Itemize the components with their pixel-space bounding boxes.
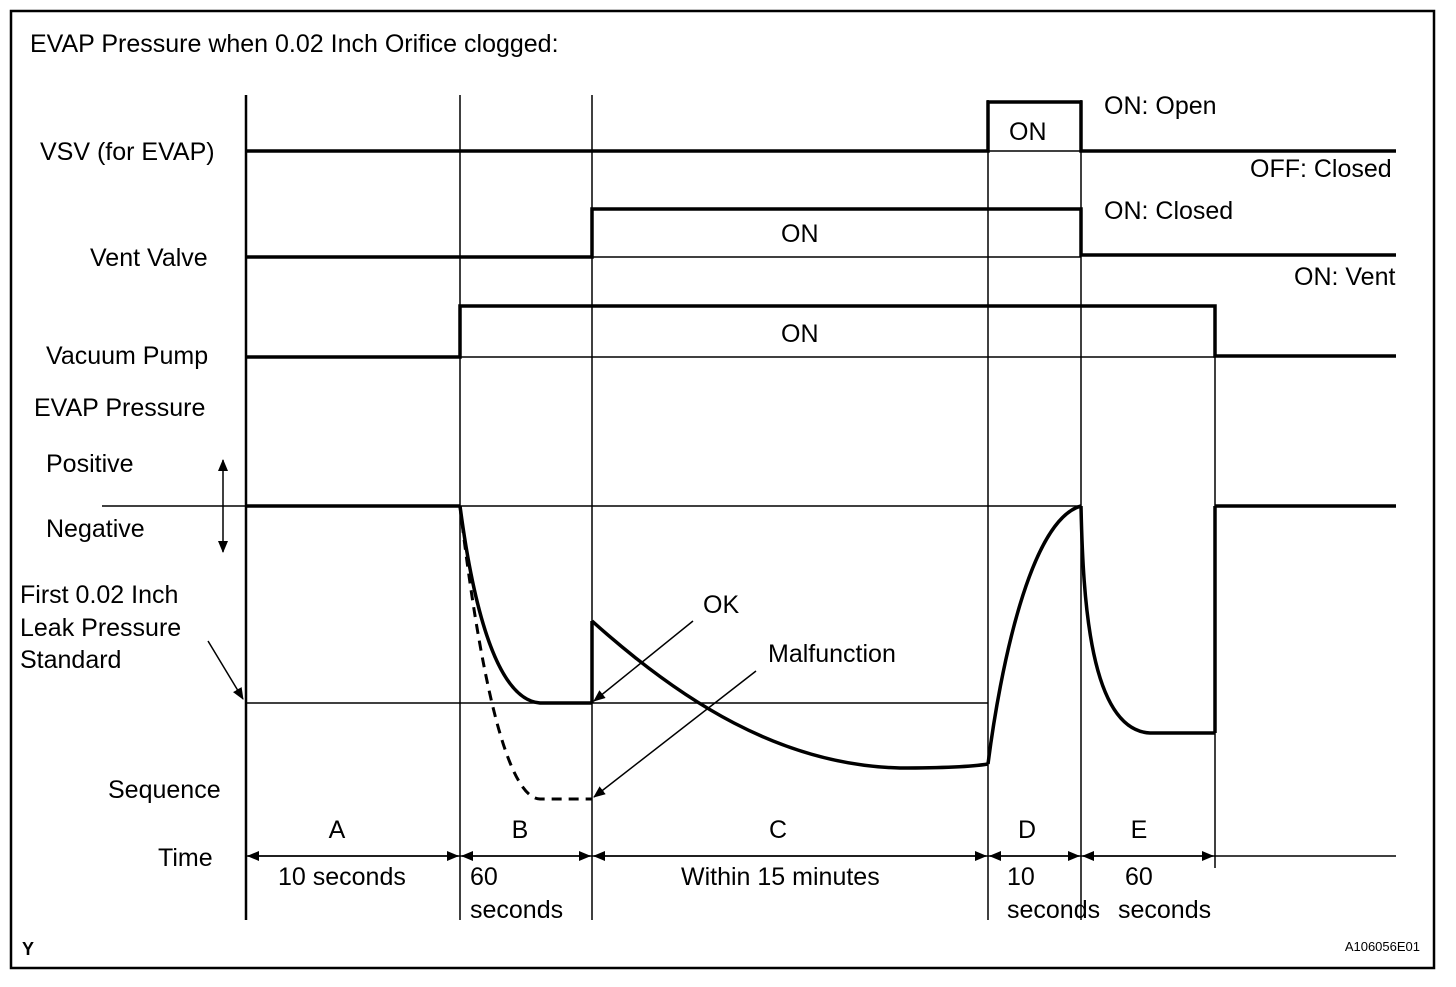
sequence-row-label: Sequence bbox=[108, 776, 221, 804]
vacuum-pump-on-label: ON bbox=[781, 320, 819, 348]
vsv-closed-label: OFF: Closed bbox=[1250, 155, 1392, 183]
evap-pressure-trace bbox=[246, 504, 1396, 801]
corner-mark: Y bbox=[22, 939, 34, 959]
vsv-open-label: ON: Open bbox=[1104, 92, 1217, 120]
standard-label-line3: Standard bbox=[20, 646, 121, 674]
vent-valve-on-label: ON bbox=[781, 220, 819, 248]
vsv-trace bbox=[246, 100, 1396, 153]
sequence-letter-b: B bbox=[512, 816, 529, 844]
figure-frame bbox=[9, 9, 1436, 970]
time-label-e-line1: 60 bbox=[1125, 863, 1153, 891]
vacuum-pump-trace bbox=[246, 304, 1396, 359]
sequence-letter-c: C bbox=[769, 816, 787, 844]
sequence-letter-a: A bbox=[329, 816, 346, 844]
ok-pointer-arrow bbox=[593, 620, 694, 702]
sequence-letter-e: E bbox=[1131, 816, 1148, 844]
figure-id: A106056E01 bbox=[1345, 939, 1420, 954]
malfunction-pointer-arrow bbox=[593, 670, 757, 798]
time-label-b-line2: seconds bbox=[470, 896, 563, 924]
negative-label: Negative bbox=[46, 515, 145, 543]
vacuum-pump-row-label: Vacuum Pump bbox=[46, 342, 208, 370]
vent-valve-vent-label: ON: Vent bbox=[1294, 263, 1395, 291]
vsv-row-label: VSV (for EVAP) bbox=[40, 138, 215, 166]
time-label-b-line1: 60 bbox=[470, 863, 498, 891]
figure-title: EVAP Pressure when 0.02 Inch Orifice clo… bbox=[30, 30, 559, 58]
vent-valve-closed-label: ON: Closed bbox=[1104, 197, 1233, 225]
time-row-label: Time bbox=[158, 844, 213, 872]
standard-label-line1: First 0.02 Inch bbox=[20, 581, 178, 609]
vent-valve-row-label: Vent Valve bbox=[90, 244, 208, 272]
time-label-c: Within 15 minutes bbox=[681, 863, 880, 891]
time-label-d-line2: seconds bbox=[1007, 896, 1100, 924]
standard-label-line2: Leak Pressure bbox=[20, 614, 181, 642]
standard-pointer-arrow bbox=[207, 640, 244, 700]
time-label-d-line1: 10 bbox=[1007, 863, 1035, 891]
malfunction-label: Malfunction bbox=[768, 640, 896, 668]
time-label-e-line2: seconds bbox=[1118, 896, 1211, 924]
vsv-on-label: ON bbox=[1009, 118, 1047, 146]
ok-label: OK bbox=[703, 591, 739, 619]
vent-valve-trace bbox=[246, 207, 1396, 259]
evap-pressure-row-label: EVAP Pressure bbox=[34, 394, 205, 422]
time-label-a: 10 seconds bbox=[278, 863, 406, 891]
sequence-letter-d: D bbox=[1018, 816, 1036, 844]
positive-label: Positive bbox=[46, 450, 134, 478]
